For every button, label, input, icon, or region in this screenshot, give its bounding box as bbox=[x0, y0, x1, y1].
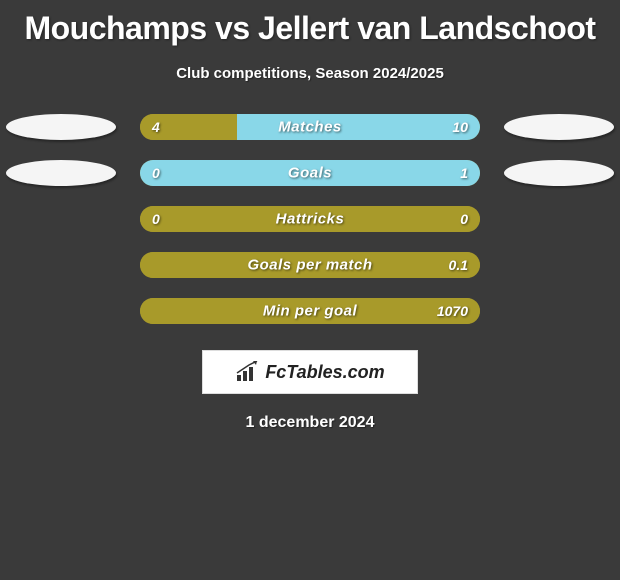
bar-label: Matches bbox=[140, 119, 480, 136]
bar-label: Goals bbox=[140, 165, 480, 182]
stat-row: 410Matches bbox=[0, 114, 620, 140]
date-text: 1 december 2024 bbox=[0, 414, 620, 432]
bar-label: Hattricks bbox=[140, 211, 480, 228]
stat-row: 01Goals bbox=[0, 160, 620, 186]
bar-wrap: 01Goals bbox=[140, 160, 480, 186]
ellipse-right bbox=[504, 160, 614, 186]
bar-label: Min per goal bbox=[140, 303, 480, 320]
ellipse-left bbox=[6, 114, 116, 140]
bar-wrap: 410Matches bbox=[140, 114, 480, 140]
ellipse-left bbox=[6, 160, 116, 186]
subtitle: Club competitions, Season 2024/2025 bbox=[0, 65, 620, 82]
stat-row: 1070Min per goal bbox=[0, 298, 620, 324]
stat-row: 00Hattricks bbox=[0, 206, 620, 232]
logo-text: FcTables.com bbox=[265, 362, 384, 383]
stats-rows: 410Matches 01Goals 00Hattricks 0.1Goals per… bbox=[0, 114, 620, 324]
bar-wrap: 00Hattricks bbox=[140, 206, 480, 232]
logo-box: FcTables.com bbox=[202, 350, 418, 394]
ellipse-right bbox=[504, 114, 614, 140]
bar-wrap: 0.1Goals per match bbox=[140, 252, 480, 278]
logo-chart-icon bbox=[235, 361, 261, 383]
stat-row: 0.1Goals per match bbox=[0, 252, 620, 278]
page-title: Mouchamps vs Jellert van Landschoot bbox=[0, 0, 620, 47]
bar-label: Goals per match bbox=[140, 257, 480, 274]
bar-wrap: 1070Min per goal bbox=[140, 298, 480, 324]
